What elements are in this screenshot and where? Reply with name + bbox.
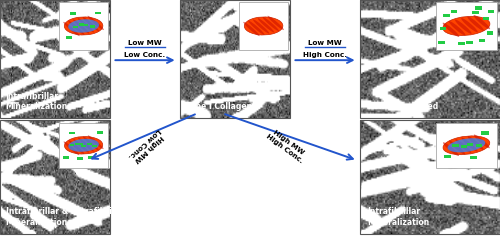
Ellipse shape [461, 18, 478, 32]
Ellipse shape [449, 21, 466, 35]
Text: Low MW: Low MW [128, 40, 162, 46]
Ellipse shape [68, 140, 84, 154]
Bar [60, 2, 108, 50]
Ellipse shape [73, 19, 90, 34]
Ellipse shape [253, 19, 270, 34]
Text: Low Conc.: Low Conc. [124, 52, 166, 58]
Ellipse shape [248, 21, 264, 35]
Ellipse shape [64, 22, 80, 36]
Text: Intrafibrillar
Mineralization: Intrafibrillar Mineralization [6, 92, 68, 111]
Ellipse shape [64, 141, 80, 155]
Bar [240, 2, 288, 50]
Bar [360, 120, 500, 234]
Bar [0, 120, 110, 234]
Ellipse shape [268, 16, 284, 30]
Ellipse shape [448, 138, 486, 152]
Ellipse shape [78, 18, 94, 33]
Ellipse shape [468, 136, 483, 150]
Ellipse shape [462, 138, 477, 151]
Text: Low MW: Low MW [308, 40, 342, 46]
Bar [0, 0, 110, 118]
Ellipse shape [82, 17, 99, 31]
Ellipse shape [258, 18, 274, 33]
Text: High MW
High Conc.: High MW High Conc. [266, 127, 308, 164]
Ellipse shape [474, 135, 490, 148]
Ellipse shape [68, 21, 84, 35]
Text: Non-mineralized: Non-mineralized [367, 102, 438, 111]
Ellipse shape [74, 139, 89, 153]
Ellipse shape [455, 20, 471, 34]
Text: Intrafibrillar
Mineralization: Intrafibrillar Mineralization [367, 207, 429, 227]
Text: High Conc.: High Conc. [303, 52, 347, 58]
Ellipse shape [68, 19, 99, 33]
Ellipse shape [449, 141, 465, 155]
Ellipse shape [244, 17, 283, 35]
Ellipse shape [443, 16, 490, 36]
Bar [180, 0, 290, 118]
Ellipse shape [474, 15, 490, 29]
Ellipse shape [442, 23, 460, 37]
Ellipse shape [262, 17, 279, 31]
Ellipse shape [244, 22, 260, 36]
Bar [360, 0, 500, 118]
Text: Intrafibrillar & Extrafibrillar
Mineralization: Intrafibrillar & Extrafibrillar Minerali… [6, 207, 126, 227]
Text: Type I Collagen: Type I Collagen [186, 102, 252, 111]
Ellipse shape [64, 17, 103, 35]
Ellipse shape [83, 137, 99, 150]
Ellipse shape [443, 142, 459, 156]
Ellipse shape [64, 137, 102, 154]
Bar [436, 2, 497, 50]
Bar [436, 123, 497, 168]
Ellipse shape [456, 139, 471, 153]
Ellipse shape [68, 139, 99, 152]
Text: High MW
Low Conc.: High MW Low Conc. [126, 127, 166, 164]
Ellipse shape [88, 135, 104, 149]
Ellipse shape [88, 16, 104, 30]
Ellipse shape [78, 138, 94, 152]
Bar [60, 123, 108, 168]
Ellipse shape [443, 136, 490, 155]
Ellipse shape [468, 17, 484, 31]
